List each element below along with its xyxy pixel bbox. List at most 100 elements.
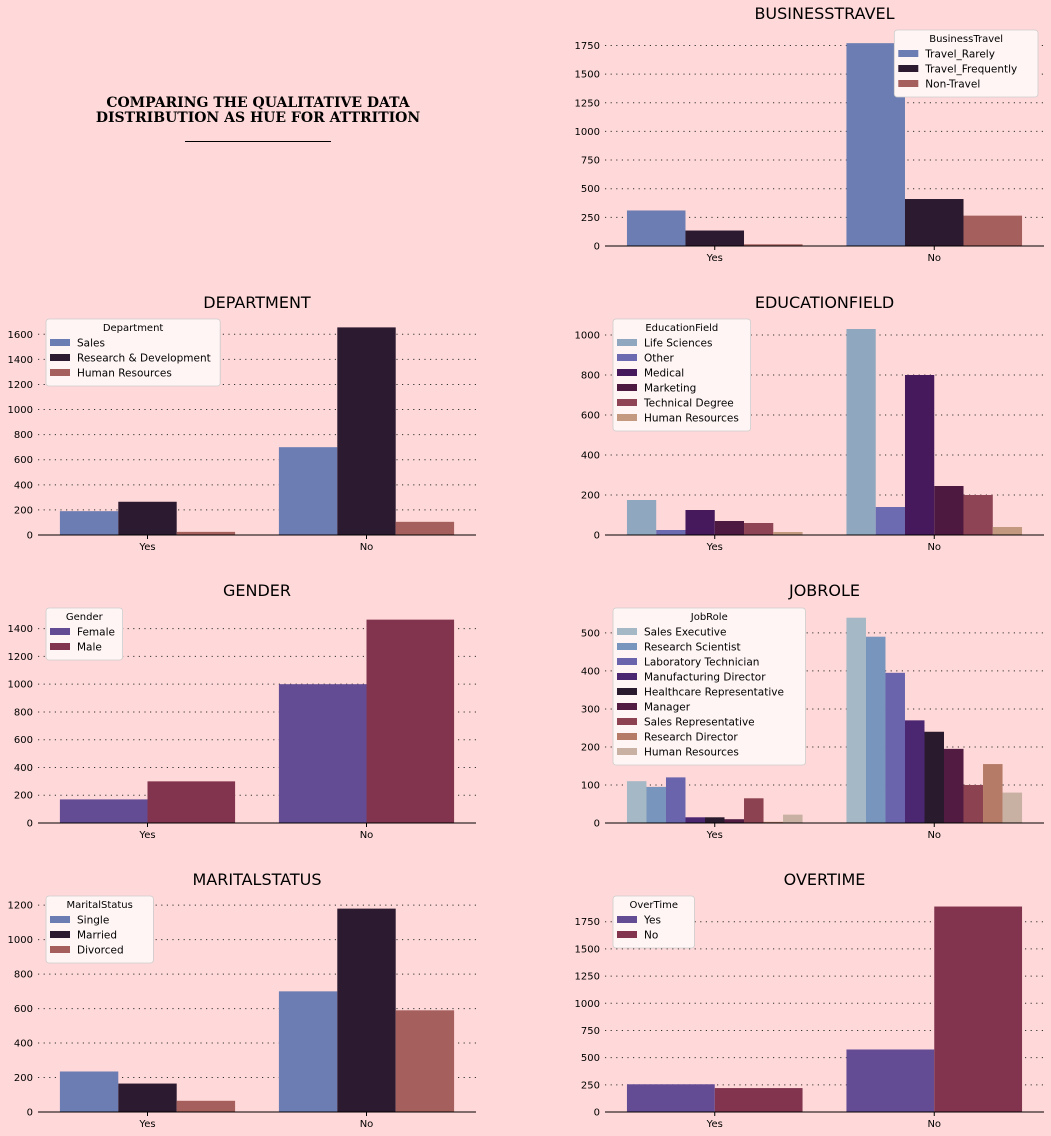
bar-research-scientist-no bbox=[865, 636, 886, 823]
legend-label: Healthcare Representative bbox=[644, 687, 784, 699]
y-tick-label: 0 bbox=[27, 819, 33, 830]
y-tick-label: 600 bbox=[14, 455, 33, 466]
legend-swatch bbox=[50, 643, 70, 650]
chart-title: JOBROLE bbox=[788, 581, 860, 600]
y-tick-label: 300 bbox=[581, 704, 600, 715]
y-tick-label: 1250 bbox=[575, 972, 600, 983]
bar-yes-no bbox=[846, 1049, 935, 1112]
x-tick-label: Yes bbox=[138, 542, 155, 553]
legend-swatch bbox=[617, 733, 637, 740]
y-tick-label: 400 bbox=[581, 451, 600, 462]
legend-title: Gender bbox=[66, 612, 104, 623]
y-tick-label: 250 bbox=[581, 1080, 600, 1091]
legend-swatch bbox=[898, 65, 919, 72]
legend-label: Human Resources bbox=[644, 747, 739, 759]
legend: OverTime Yes No bbox=[612, 895, 695, 949]
legend-title: OverTime bbox=[629, 900, 678, 911]
legend-label: Travel_Rarely bbox=[924, 49, 995, 61]
legend-swatch bbox=[50, 628, 70, 635]
y-tick-label: 800 bbox=[14, 707, 33, 718]
bar-healthcare-representative-yes bbox=[704, 817, 725, 823]
y-tick-label: 500 bbox=[581, 628, 600, 639]
legend-swatch bbox=[617, 658, 637, 665]
intro-underline bbox=[185, 141, 331, 142]
legend-swatch bbox=[617, 916, 637, 923]
bar-sales-representative-no bbox=[963, 784, 984, 823]
x-tick-label: No bbox=[927, 830, 941, 841]
legend-label: Other bbox=[644, 353, 674, 365]
legend-title: BusinessTravel bbox=[929, 34, 1003, 45]
bar-travel-rarely-yes bbox=[626, 210, 686, 246]
bar-manufacturing-director-no bbox=[904, 720, 925, 823]
legend-title: MaritalStatus bbox=[67, 900, 133, 911]
y-tick-label: 0 bbox=[27, 1108, 33, 1119]
legend-swatch bbox=[617, 369, 637, 376]
y-tick-label: 1750 bbox=[575, 917, 600, 928]
bar-manager-no bbox=[944, 748, 964, 823]
y-tick-label: 800 bbox=[14, 430, 33, 441]
x-tick-label: No bbox=[927, 542, 941, 553]
bar-female-no bbox=[278, 684, 367, 823]
legend: BusinessTravel Travel_Rarely Travel_Freque… bbox=[893, 29, 1039, 98]
y-tick-label: 1600 bbox=[8, 330, 33, 341]
bar-human-resources-yes bbox=[773, 532, 803, 535]
legend-swatch bbox=[617, 354, 637, 361]
x-tick-label: No bbox=[360, 830, 374, 841]
legend-label: Laboratory Technician bbox=[644, 657, 759, 669]
y-tick-label: 200 bbox=[581, 491, 600, 502]
bar-non-travel-no bbox=[963, 215, 1023, 246]
legend-swatch bbox=[617, 339, 637, 346]
legend: MaritalStatus Single Married Divorced bbox=[45, 895, 154, 964]
legend-swatch bbox=[617, 718, 637, 725]
bar-marketing-yes bbox=[714, 521, 745, 535]
bar-sales-executive-yes bbox=[626, 781, 647, 823]
y-tick-label: 600 bbox=[14, 1004, 33, 1015]
y-tick-label: 200 bbox=[14, 1073, 33, 1084]
bar-female-yes bbox=[59, 799, 148, 823]
legend-label: Male bbox=[77, 642, 102, 654]
bar-human-resources-no bbox=[395, 521, 455, 535]
legend-label: Divorced bbox=[77, 945, 124, 957]
legend-label: Yes bbox=[643, 915, 661, 927]
chart-educationfield: EDUCATIONFIELD 0 200 400 600 800 1000 Yes No Educ… bbox=[575, 293, 1044, 553]
y-tick-label: 200 bbox=[14, 505, 33, 516]
bar-yes-yes bbox=[626, 1084, 715, 1112]
bar-sales-executive-no bbox=[846, 617, 866, 823]
bar-sales-representative-yes bbox=[744, 798, 764, 823]
legend-box bbox=[612, 318, 752, 432]
legend-label: Manager bbox=[644, 702, 691, 714]
legend: EducationField Life Sciences Other Medical M… bbox=[612, 318, 752, 432]
legend-label: Female bbox=[77, 627, 115, 639]
y-tick-label: 500 bbox=[581, 1053, 600, 1064]
x-tick-label: Yes bbox=[138, 1119, 155, 1130]
y-tick-label: 800 bbox=[14, 970, 33, 981]
y-tick-label: 1500 bbox=[575, 70, 600, 81]
y-tick-label: 400 bbox=[14, 480, 33, 491]
bar-divorced-no bbox=[395, 1010, 455, 1112]
y-tick-label: 1500 bbox=[575, 944, 600, 955]
legend-label: Single bbox=[77, 915, 109, 927]
legend-swatch bbox=[898, 50, 919, 57]
legend-label: Sales bbox=[77, 338, 105, 350]
legend-swatch bbox=[617, 628, 637, 635]
y-tick-label: 100 bbox=[581, 780, 600, 791]
bar-human-resources-no bbox=[992, 527, 1023, 535]
chart-title: MARITALSTATUS bbox=[192, 870, 321, 889]
y-tick-label: 400 bbox=[14, 763, 33, 774]
y-tick-label: 1400 bbox=[8, 624, 33, 635]
legend-title: Department bbox=[103, 323, 164, 334]
legend-label: Life Sciences bbox=[644, 338, 712, 350]
y-tick-label: 0 bbox=[594, 819, 600, 830]
legend-box bbox=[45, 318, 221, 387]
bar-no-yes bbox=[714, 1088, 803, 1112]
x-tick-label: Yes bbox=[706, 542, 723, 553]
chart-jobrole: JOBROLE 0 100 200 300 400 500 Yes No JobRole Sales… bbox=[581, 581, 1044, 841]
chart-maritalstatus: MARITALSTATUS 0 200 400 600 800 1000 1200 Yes No M… bbox=[8, 870, 476, 1130]
bar-non-travel-yes bbox=[744, 244, 803, 246]
y-tick-label: 800 bbox=[581, 371, 600, 382]
bar-medical-yes bbox=[685, 510, 715, 535]
y-tick-label: 600 bbox=[14, 735, 33, 746]
chart-department: DEPARTMENT 0 200 400 600 800 1000 1200 1400 1600 Y… bbox=[8, 293, 476, 553]
y-tick-label: 1000 bbox=[575, 999, 600, 1010]
bar-male-yes bbox=[147, 781, 236, 823]
